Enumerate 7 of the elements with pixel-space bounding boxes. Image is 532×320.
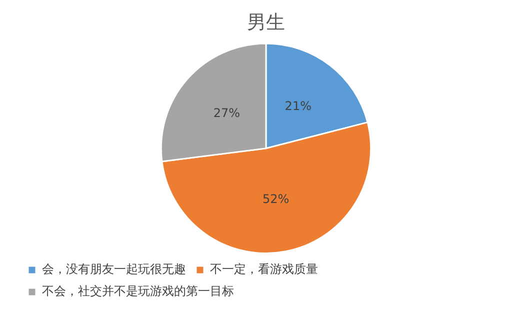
data-label: 52%: [262, 192, 290, 206]
data-label: 27%: [213, 106, 240, 120]
legend-label: 不会，社交并不是玩游戏的第一目标: [42, 284, 234, 298]
legend-label: 不一定，看游戏质量: [210, 262, 318, 276]
data-label: 21%: [284, 99, 312, 114]
legend-label: 会，没有朋友一起玩很无趣: [42, 262, 186, 276]
chart-title: 男生: [247, 11, 285, 34]
